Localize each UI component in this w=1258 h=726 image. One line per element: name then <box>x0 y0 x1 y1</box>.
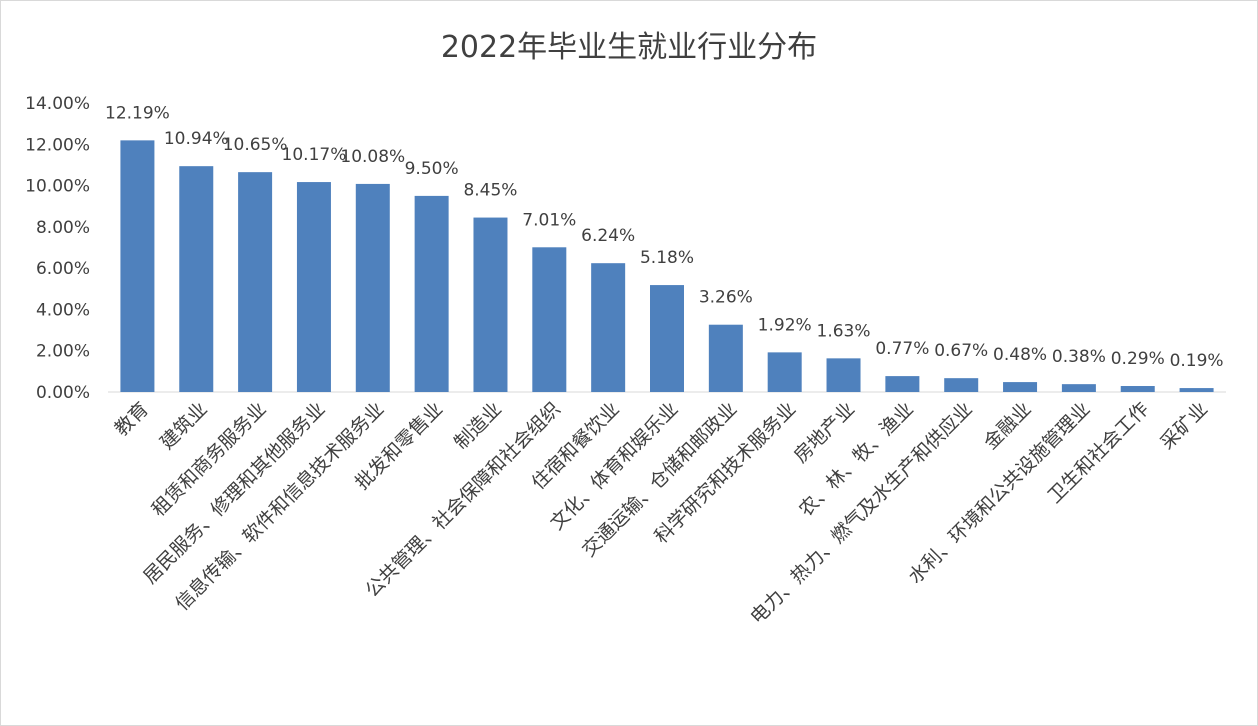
data-label: 12.19% <box>105 103 170 123</box>
category-label: 教育 <box>111 398 153 440</box>
data-label: 9.50% <box>405 159 459 179</box>
category-label: 信息传输、软件和信息技术服务业 <box>171 398 388 615</box>
bar <box>650 285 684 392</box>
bar <box>767 352 802 392</box>
y-tick-label: 12.00% <box>25 135 90 155</box>
data-label: 0.67% <box>934 341 988 361</box>
data-label: 0.29% <box>1111 349 1165 369</box>
y-tick-label: 8.00% <box>36 218 90 238</box>
data-labels: 12.19% 10.94%10.65%10.17%10.08%9.50%8.45%… <box>105 103 1224 371</box>
chart-title: 2022年毕业生就业行业分布 <box>440 30 818 65</box>
data-label: 1.92% <box>758 315 812 335</box>
bar <box>473 217 508 392</box>
bar <box>708 324 743 392</box>
category-label: 制造业 <box>450 398 506 454</box>
data-label: 0.77% <box>875 339 929 359</box>
data-label: 10.94% <box>164 129 229 149</box>
bar <box>1061 384 1096 392</box>
bar <box>944 378 979 392</box>
y-tick-label: 4.00% <box>36 300 90 320</box>
category-label: 建筑业 <box>156 398 212 454</box>
data-label: 0.19% <box>1170 351 1224 371</box>
bar <box>179 166 214 392</box>
bar <box>296 182 331 392</box>
y-tick-label: 10.00% <box>25 177 90 197</box>
bar <box>238 172 273 392</box>
bar <box>591 263 626 392</box>
data-label: 7.01% <box>522 210 576 230</box>
bar <box>414 195 449 392</box>
y-tick-label: 2.00% <box>36 342 90 362</box>
bar <box>355 183 390 392</box>
data-label: 0.48% <box>993 345 1047 365</box>
bar <box>532 247 567 392</box>
y-tick-label: 0.00% <box>36 383 90 403</box>
bar <box>1120 386 1155 392</box>
bars <box>120 140 1214 392</box>
bar <box>1003 382 1038 392</box>
category-label: 金融业 <box>980 398 1036 454</box>
y-tick-label: 14.00% <box>25 94 90 114</box>
category-label: 采矿业 <box>1156 398 1212 454</box>
bar <box>1179 388 1214 392</box>
bar <box>120 140 155 392</box>
data-label: 3.26% <box>699 288 753 308</box>
data-label: 0.38% <box>1052 347 1106 367</box>
data-label: 8.45% <box>463 181 517 201</box>
category-labels: 教育 建筑业租赁和商务服务业居民服务、修理和其他服务业信息传输、软件和信息技术服务… <box>111 398 1213 629</box>
bar <box>826 358 861 392</box>
bar <box>885 376 920 392</box>
category-label: 卫生和社会工作 <box>1044 398 1154 508</box>
data-label: 1.63% <box>817 321 871 341</box>
data-label: 5.18% <box>640 248 694 268</box>
y-tick-label: 6.00% <box>36 259 90 279</box>
data-label: 10.08% <box>340 147 405 167</box>
data-label: 10.17% <box>282 145 347 165</box>
data-label: 6.24% <box>581 226 635 246</box>
data-label: 10.65% <box>223 135 288 155</box>
y-axis-ticks: 0.00% 2.00% 4.00% 6.00% 8.00% 10.00% 12.00% 14.… <box>25 94 90 403</box>
